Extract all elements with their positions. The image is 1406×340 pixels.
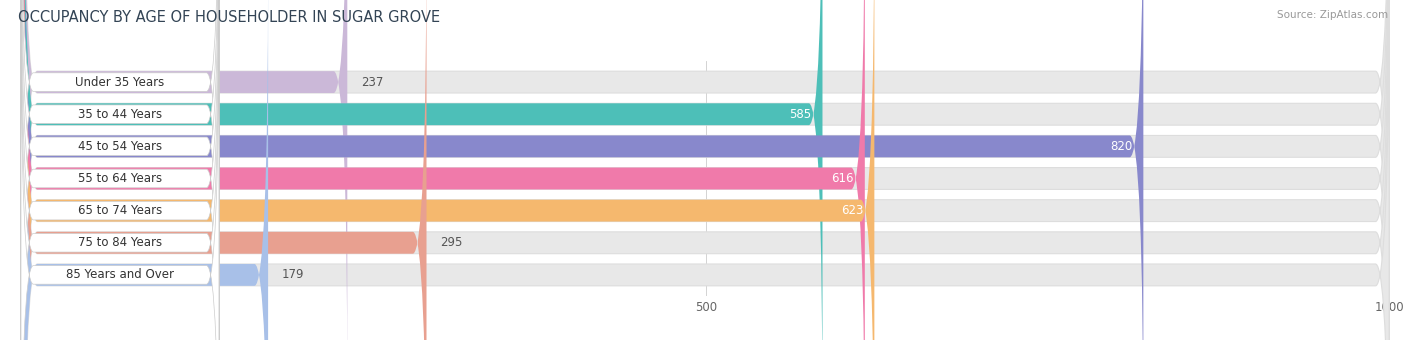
FancyBboxPatch shape xyxy=(21,0,219,340)
FancyBboxPatch shape xyxy=(21,0,219,340)
FancyBboxPatch shape xyxy=(24,0,426,340)
FancyBboxPatch shape xyxy=(24,0,1389,340)
FancyBboxPatch shape xyxy=(24,0,823,340)
FancyBboxPatch shape xyxy=(21,0,219,340)
Text: 237: 237 xyxy=(361,75,384,89)
Text: 45 to 54 Years: 45 to 54 Years xyxy=(77,140,162,153)
FancyBboxPatch shape xyxy=(21,0,219,340)
FancyBboxPatch shape xyxy=(24,0,1389,340)
Text: 585: 585 xyxy=(789,108,811,121)
FancyBboxPatch shape xyxy=(24,0,1389,340)
FancyBboxPatch shape xyxy=(21,0,219,340)
Text: 623: 623 xyxy=(841,204,863,217)
Text: 55 to 64 Years: 55 to 64 Years xyxy=(77,172,162,185)
Text: 35 to 44 Years: 35 to 44 Years xyxy=(77,108,162,121)
Text: 179: 179 xyxy=(281,268,304,282)
FancyBboxPatch shape xyxy=(21,0,219,340)
FancyBboxPatch shape xyxy=(24,0,1143,340)
FancyBboxPatch shape xyxy=(24,0,1389,340)
FancyBboxPatch shape xyxy=(24,0,875,340)
Text: 616: 616 xyxy=(831,172,853,185)
Text: 65 to 74 Years: 65 to 74 Years xyxy=(77,204,162,217)
Text: 85 Years and Over: 85 Years and Over xyxy=(66,268,174,282)
Text: 295: 295 xyxy=(440,236,463,249)
Text: OCCUPANCY BY AGE OF HOUSEHOLDER IN SUGAR GROVE: OCCUPANCY BY AGE OF HOUSEHOLDER IN SUGAR… xyxy=(18,10,440,25)
FancyBboxPatch shape xyxy=(24,0,865,340)
FancyBboxPatch shape xyxy=(24,0,1389,340)
FancyBboxPatch shape xyxy=(24,0,269,340)
FancyBboxPatch shape xyxy=(21,0,219,340)
FancyBboxPatch shape xyxy=(24,0,1389,340)
Text: Source: ZipAtlas.com: Source: ZipAtlas.com xyxy=(1277,10,1388,20)
Text: Under 35 Years: Under 35 Years xyxy=(76,75,165,89)
Text: 820: 820 xyxy=(1111,140,1132,153)
FancyBboxPatch shape xyxy=(24,0,347,340)
Text: 75 to 84 Years: 75 to 84 Years xyxy=(77,236,162,249)
FancyBboxPatch shape xyxy=(24,0,1389,340)
